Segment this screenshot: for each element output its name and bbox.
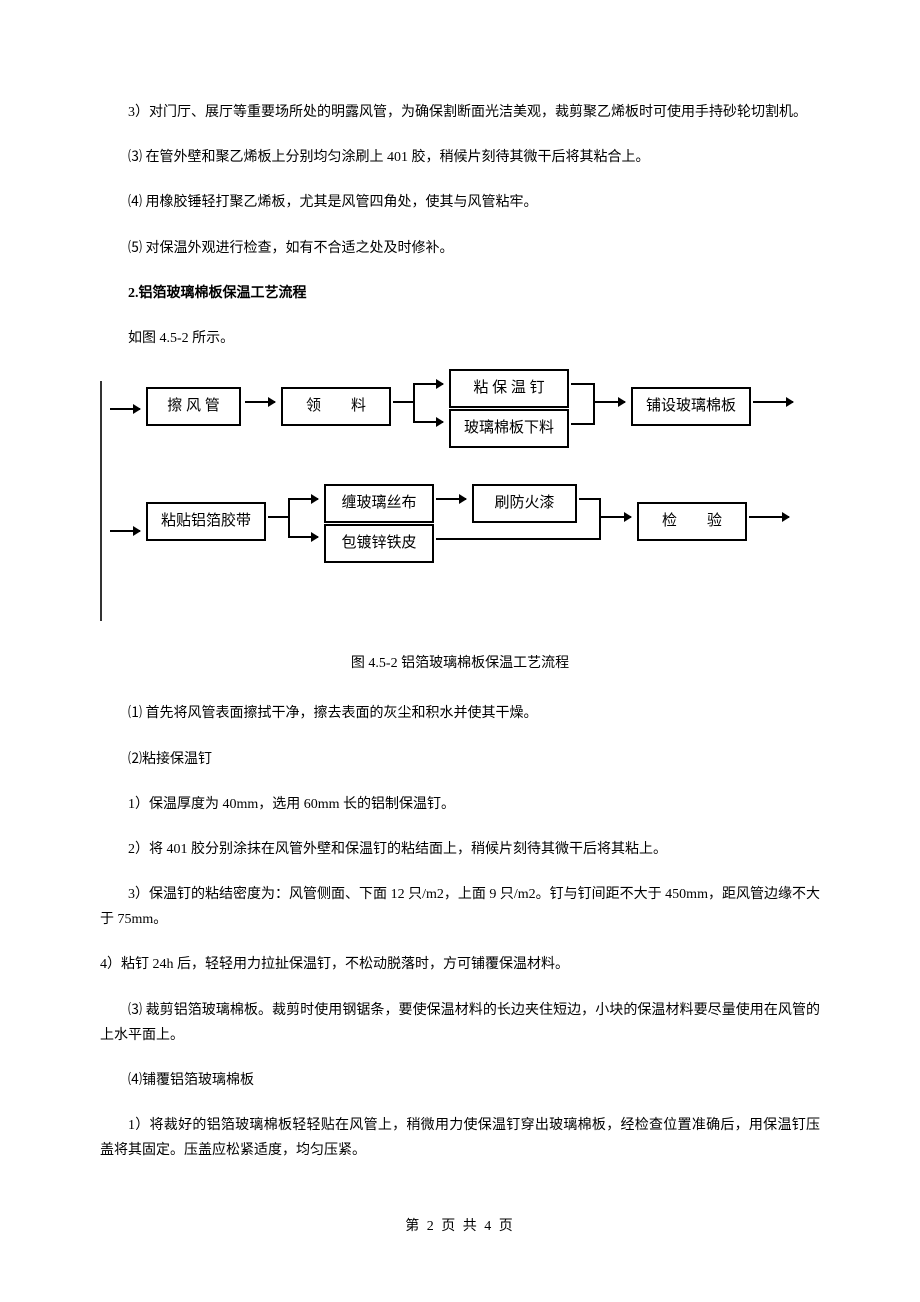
section-title-2: 2.铝箔玻璃棉板保温工艺流程 <box>100 281 820 306</box>
flow-box-wrap-iron: 包镀锌铁皮 <box>324 524 434 563</box>
flow-box-material: 领 料 <box>281 387 391 426</box>
paragraph-step-4-1: 1）将裁好的铝箔玻璃棉板轻轻贴在风管上，稍微用力使保温钉穿出玻璃棉板，经检查位置… <box>100 1113 820 1163</box>
flow-box-lay-board: 铺设玻璃棉板 <box>631 387 751 426</box>
paragraph-3: 3）对门厅、展厅等重要场所处的明露风管，为确保割断面光洁美观，裁剪聚乙烯板时可使… <box>100 100 820 125</box>
flow-box-glue-nail: 粘 保 温 钉 <box>449 369 569 408</box>
paragraph-item-5: ⑸ 对保温外观进行检查，如有不合适之处及时修补。 <box>100 236 820 261</box>
paragraph-figure-ref: 如图 4.5-2 所示。 <box>100 326 820 351</box>
paragraph-step-2-1: 1）保温厚度为 40mm，选用 60mm 长的铝制保温钉。 <box>100 792 820 817</box>
paragraph-item-3: ⑶ 在管外壁和聚乙烯板上分别均匀涂刷上 401 胶，稍候片刻待其微干后将其粘合上… <box>100 145 820 170</box>
flow-box-paste-foil-tape: 粘贴铝箔胶带 <box>146 502 266 541</box>
paragraph-step-2-2: 2）将 401 胶分别涂抹在风管外壁和保温钉的粘结面上，稍候片刻待其微干后将其粘… <box>100 837 820 862</box>
paragraph-step-4: ⑷铺覆铝箔玻璃棉板 <box>100 1068 820 1093</box>
paragraph-step-2-3: 3）保温钉的粘结密度为：风管侧面、下面 12 只/m2，上面 9 只/m2。钉与… <box>100 882 820 932</box>
flow-box-cut-board: 玻璃棉板下料 <box>449 409 569 448</box>
paragraph-step-2: ⑵粘接保温钉 <box>100 747 820 772</box>
flowchart-diagram: 擦 风 管 领 料 粘 保 温 钉 玻璃棉板下料 铺设玻璃棉板 粘贴铝箔胶带 缠… <box>100 381 820 621</box>
flow-box-wrap-cloth: 缠玻璃丝布 <box>324 484 434 523</box>
paragraph-step-3: ⑶ 裁剪铝箔玻璃棉板。裁剪时使用钢锯条，要使保温材料的长边夹住短边，小块的保温材… <box>100 998 820 1048</box>
paragraph-step-2-4: 4）粘钉 24h 后，轻轻用力拉扯保温钉，不松动脱落时，方可铺覆保温材料。 <box>100 952 820 977</box>
page-footer: 第 2 页 共 4 页 <box>100 1214 820 1239</box>
flow-box-wipe-pipe: 擦 风 管 <box>146 387 241 426</box>
flow-box-paint: 刷防火漆 <box>472 484 577 523</box>
paragraph-step-1: ⑴ 首先将风管表面擦拭干净，擦去表面的灰尘和积水并使其干燥。 <box>100 701 820 726</box>
paragraph-item-4: ⑷ 用橡胶锤轻打聚乙烯板，尤其是风管四角处，使其与风管粘牢。 <box>100 190 820 215</box>
figure-caption: 图 4.5-2 铝箔玻璃棉板保温工艺流程 <box>100 651 820 676</box>
flow-box-inspect: 检 验 <box>637 502 747 541</box>
